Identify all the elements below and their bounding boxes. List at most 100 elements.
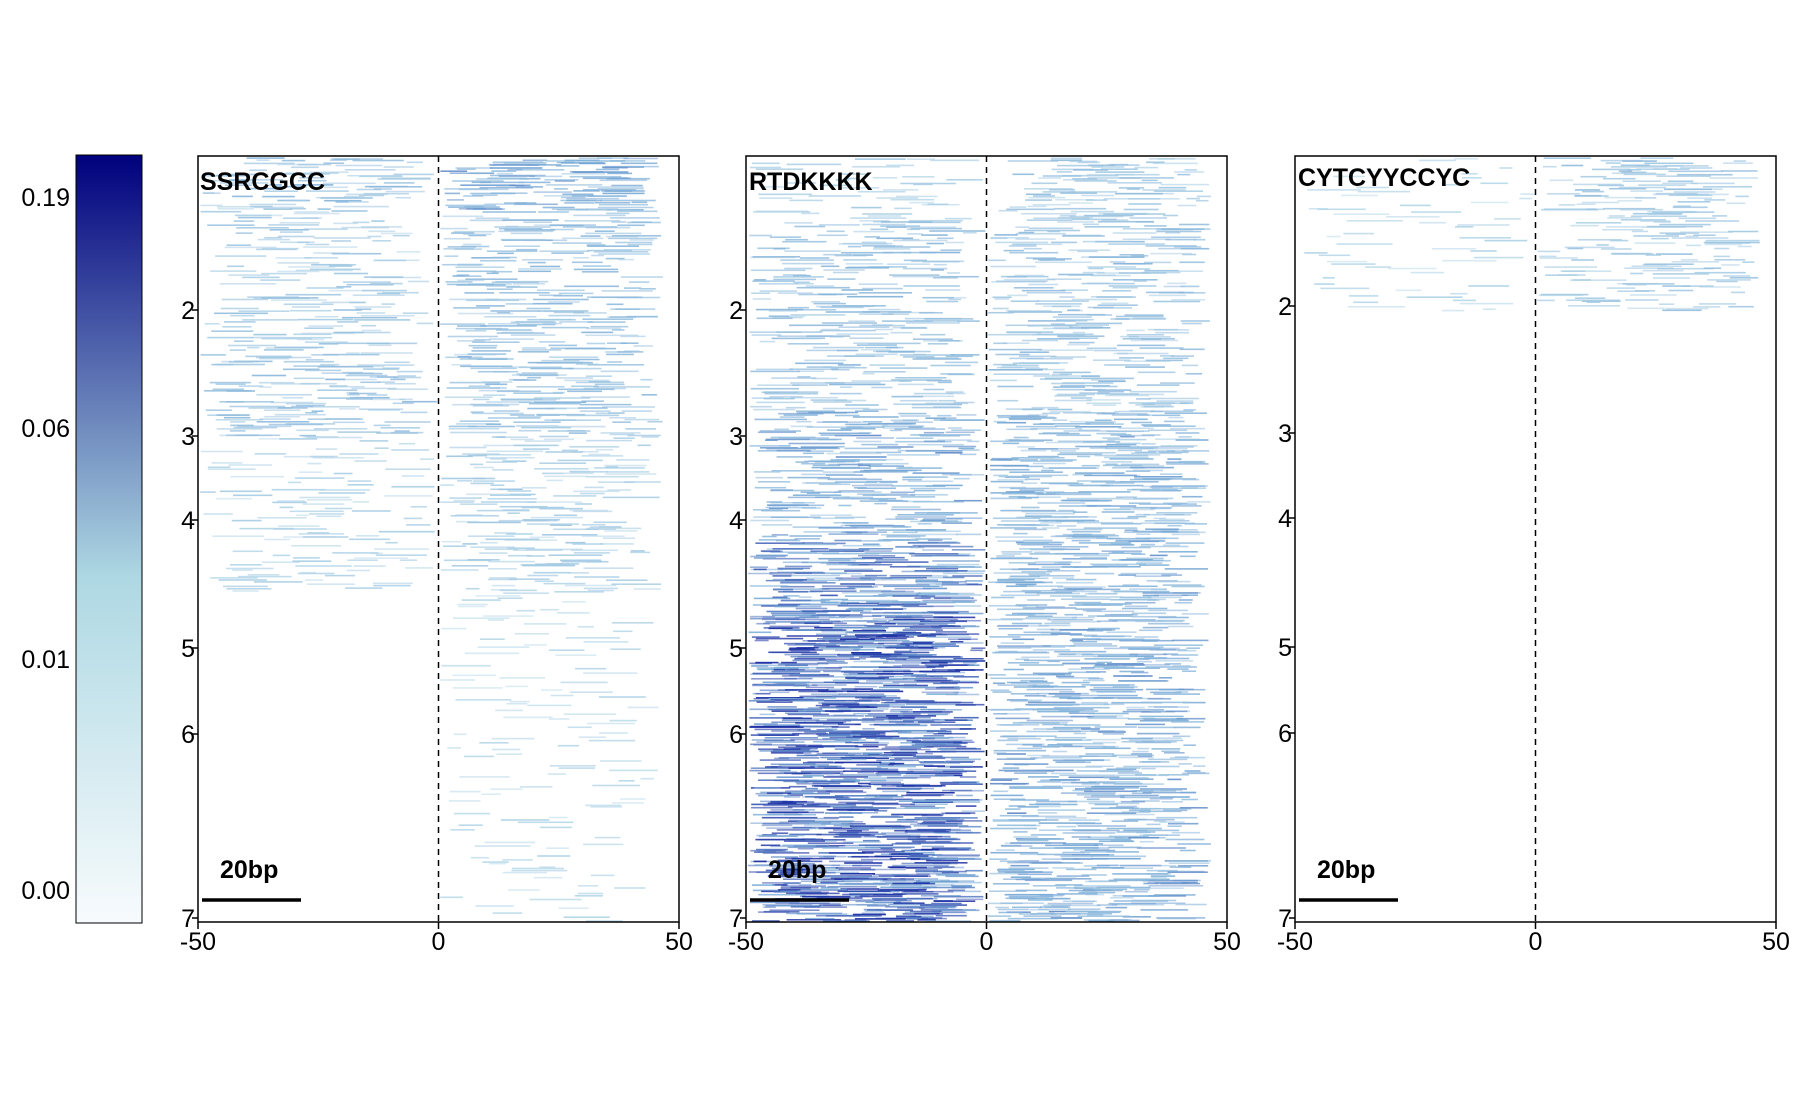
heatmap-cell — [456, 520, 479, 523]
heatmap-cell — [1132, 750, 1149, 753]
heatmap-cell — [1400, 204, 1431, 207]
heatmap-cell — [1032, 686, 1086, 688]
heatmap-cell — [889, 566, 946, 568]
heatmap-cell — [1019, 351, 1049, 353]
heatmap-cell — [1008, 311, 1062, 313]
heatmap-cell — [856, 344, 897, 346]
heatmap-cell — [573, 190, 600, 192]
heatmap-cell — [1153, 706, 1190, 708]
heatmap-cell — [1167, 458, 1182, 460]
heatmap-cell — [1135, 537, 1179, 540]
heatmap-cell — [914, 597, 931, 599]
heatmap-cell — [307, 462, 322, 465]
heatmap-cell — [796, 725, 825, 728]
heatmap-cell — [792, 732, 828, 735]
heatmap-cell — [915, 580, 954, 583]
heatmap-cell — [819, 904, 841, 906]
heatmap-cell — [399, 559, 417, 561]
heatmap-cell — [532, 302, 573, 305]
heatmap-cell — [839, 883, 890, 886]
heatmap-cell — [1716, 280, 1738, 283]
heatmap-cell — [1668, 289, 1694, 292]
heatmap-cell — [1667, 180, 1694, 183]
heatmap-cell — [1170, 860, 1211, 862]
heatmap-cell — [548, 816, 568, 819]
heatmap-cell — [818, 690, 858, 692]
heatmap-cell — [451, 232, 475, 234]
heatmap-cell — [823, 710, 871, 712]
heatmap-cell — [615, 241, 653, 244]
heatmap-cell — [789, 324, 844, 327]
heatmap-cell — [1709, 177, 1759, 179]
heatmap-cell — [763, 906, 776, 908]
heatmap-cell — [1054, 694, 1098, 697]
heatmap-cell — [1172, 665, 1191, 667]
heatmap-cell — [590, 325, 629, 328]
heatmap-cell — [1061, 598, 1111, 600]
heatmap-cell — [264, 538, 290, 541]
heatmap-cell — [333, 378, 377, 381]
heatmap-cell — [1045, 817, 1087, 819]
heatmap-cell — [1040, 673, 1065, 676]
heatmap-cell — [990, 779, 1013, 781]
heatmap-cell — [588, 380, 611, 383]
heatmap-cell — [1072, 473, 1093, 476]
heatmap-cell — [1147, 596, 1182, 599]
heatmap-cell — [562, 601, 586, 603]
heatmap-cell — [1068, 341, 1095, 344]
heatmap-cell — [841, 823, 866, 825]
heatmap-cell — [1066, 868, 1097, 871]
heatmap-cell — [370, 282, 403, 285]
heatmap-cell — [749, 445, 791, 447]
heatmap-cell — [1179, 555, 1196, 558]
colorbar-tick-label: 0.19 — [21, 184, 70, 212]
heatmap-cell — [295, 269, 353, 272]
heatmap-cell — [908, 831, 958, 834]
heatmap-cell — [1048, 693, 1081, 695]
heatmap-cell — [878, 666, 936, 669]
heatmap-cell — [521, 426, 572, 429]
heatmap-cell — [772, 596, 788, 599]
heatmap-cell — [865, 737, 908, 739]
heatmap-cell — [1004, 524, 1055, 527]
heatmap-cell — [948, 736, 966, 739]
heatmap-cell — [1026, 688, 1073, 691]
heatmap-cell — [561, 560, 609, 563]
heatmap-cell — [230, 424, 254, 427]
heatmap-cell — [1083, 527, 1138, 529]
heatmap-cell — [548, 649, 585, 651]
heatmap-cell — [475, 217, 510, 220]
heatmap-cell — [297, 572, 335, 575]
heatmap-cell — [488, 578, 518, 581]
heatmap-cell — [1124, 601, 1156, 604]
heatmap-cell — [823, 670, 852, 673]
heatmap-cell — [903, 605, 954, 608]
heatmap-cell — [851, 826, 908, 829]
heatmap-cell — [288, 266, 336, 268]
heatmap-cell — [786, 163, 842, 166]
heatmap-cell — [317, 397, 355, 399]
heatmap-cell — [894, 660, 952, 662]
heatmap-cell — [600, 760, 642, 762]
heatmap-cell — [1652, 193, 1709, 196]
heatmap-cell — [1006, 897, 1034, 899]
heatmap-cell — [500, 398, 543, 401]
heatmap-cell — [1172, 879, 1201, 882]
heatmap-cell — [1093, 697, 1143, 699]
heatmap-cell — [469, 403, 520, 406]
heatmap-cell — [1162, 584, 1202, 586]
heatmap-cell — [834, 491, 882, 493]
heatmap-cell — [1603, 177, 1636, 180]
heatmap-cell — [826, 452, 882, 455]
heatmap-cell — [490, 192, 528, 194]
heatmap-cell — [877, 446, 914, 448]
heatmap-cell — [451, 364, 472, 366]
heatmap-cell — [232, 590, 259, 592]
heatmap-cell — [834, 516, 866, 519]
heatmap-cell — [988, 708, 1033, 711]
heatmap-cell — [940, 728, 972, 730]
heatmap-cell — [1003, 878, 1041, 880]
heatmap-cell — [557, 388, 615, 391]
heatmap-cell — [1012, 612, 1057, 615]
heatmap-cell — [219, 490, 262, 493]
